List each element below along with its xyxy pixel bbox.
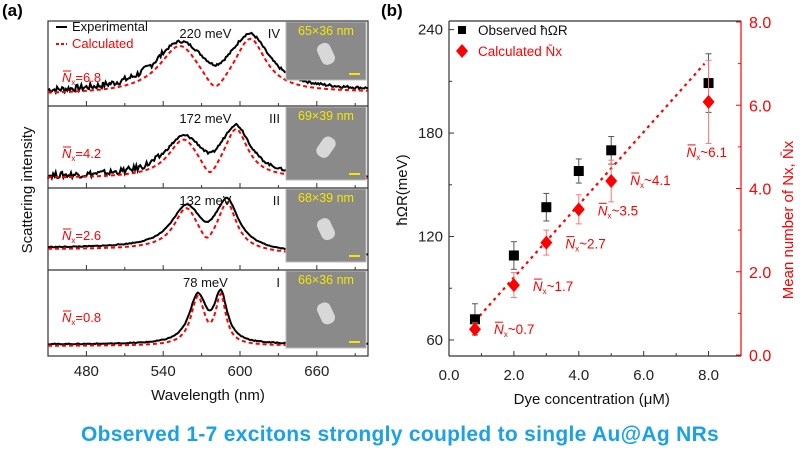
x-axis-label-b: Dye concentration (μM) xyxy=(514,391,670,408)
calculated-spectrum-IV xyxy=(48,37,368,94)
inset-size-label: 66×36 nm xyxy=(298,273,354,287)
x-tick-label: 2.0 xyxy=(503,367,524,384)
nx-label: Nx=2.6 xyxy=(62,228,101,245)
inset-size-label: 65×36 nm xyxy=(298,24,354,38)
x-tick-label: 540 xyxy=(151,363,176,380)
y-axis-label-right: Mean number of Nx, N̄x xyxy=(780,140,797,299)
y-tick-label-left: 180 xyxy=(418,125,443,142)
nx-point-label: Nx~3.5 xyxy=(598,203,638,220)
splitting-label: 220 meV xyxy=(179,26,231,41)
nanorod-particle xyxy=(316,302,336,325)
calculated-diamond-marker xyxy=(702,94,715,109)
nx-point-label: Nx~6.1 xyxy=(687,145,727,162)
splitting-label: 132 meV xyxy=(179,193,231,208)
legend-label-experimental: Experimental xyxy=(72,19,148,34)
nx-point-label: Nx~0.7 xyxy=(494,322,534,339)
x-tick-label: 6.0 xyxy=(633,367,654,384)
y-axis-label-left: ħΩR(meV) xyxy=(394,154,411,225)
x-axis-label-a: Wavelength (nm) xyxy=(151,387,265,404)
x-tick-label: 0.0 xyxy=(439,367,460,384)
panel-b: (b) 0.0 2.0 4.0 6.0 8.0 Dye concentration (μM)… xyxy=(381,1,797,408)
nanorod-particle xyxy=(316,136,336,158)
calculated-diamond-marker xyxy=(605,174,618,189)
observed-square-marker xyxy=(508,250,519,261)
linear-fit-line xyxy=(474,62,706,322)
experimental-spectrum-IV xyxy=(47,31,369,96)
calculated-diamond-marker xyxy=(468,322,481,337)
y-tick-label-left: 240 xyxy=(418,22,443,39)
y-tick-label-right: 2.0 xyxy=(749,265,771,282)
splitting-label: 172 meV xyxy=(179,111,231,126)
observed-square-marker xyxy=(606,145,617,156)
legend-marker-calculated xyxy=(456,44,468,58)
sem-inset-image xyxy=(285,21,367,81)
panel-label-a: (a) xyxy=(2,1,23,20)
roman-numeral: II xyxy=(273,193,280,208)
calculated-diamond-marker xyxy=(540,235,553,250)
legend-marker-observed xyxy=(458,26,466,34)
y-axis-label-a: Scattering intensity xyxy=(19,126,36,253)
x-tick-label: 4.0 xyxy=(568,367,589,384)
roman-numeral: III xyxy=(269,111,280,126)
y-tick-label-right: 8.0 xyxy=(749,15,771,32)
nx-label: Nx=4.2 xyxy=(62,146,101,163)
roman-numeral: IV xyxy=(268,26,281,41)
y-tick-label-left: 60 xyxy=(426,332,443,349)
x-tick-label: 660 xyxy=(304,363,329,380)
x-tick-label: 8.0 xyxy=(698,367,719,384)
nx-point-label: Nx~2.7 xyxy=(565,237,605,254)
legend-label-observed: Observed ħΩR xyxy=(478,23,568,38)
x-tick-label: 480 xyxy=(74,363,99,380)
calculated-diamond-marker xyxy=(507,278,520,293)
inset-size-label: 69×39 nm xyxy=(298,109,354,123)
splitting-label: 78 meV xyxy=(183,275,228,290)
figure-caption: Observed 1-7 excitons strongly coupled t… xyxy=(80,423,720,446)
y-tick-label-right: 6.0 xyxy=(749,98,771,115)
x-tick-label: 600 xyxy=(227,363,252,380)
panel-a: (a) 480 540 600 660 Wavelength (nm) Scattering… xyxy=(2,1,369,404)
roman-numeral: I xyxy=(276,275,280,290)
calculated-diamond-marker xyxy=(572,202,585,217)
nx-label: Nx=0.8 xyxy=(62,310,101,327)
nx-point-label: Nx~1.7 xyxy=(533,279,573,296)
y-tick-label-right: 0.0 xyxy=(749,348,771,365)
legend-label-calculated: Calculated N̄x xyxy=(478,44,562,59)
observed-square-marker xyxy=(573,166,584,176)
sem-inset-image xyxy=(285,188,367,263)
nx-point-label: Nx~4.1 xyxy=(630,173,670,190)
y-tick-label-left: 120 xyxy=(418,229,443,246)
observed-square-marker xyxy=(541,202,552,213)
nanorod-particle xyxy=(316,42,336,65)
legend-label-calculated: Calculated xyxy=(72,36,133,51)
panel-label-b: (b) xyxy=(381,1,403,20)
y-tick-label-right: 4.0 xyxy=(749,182,771,199)
inset-size-label: 68×39 nm xyxy=(298,191,354,205)
observed-square-marker xyxy=(469,314,480,325)
nanorod-particle xyxy=(316,218,336,241)
nx-label: Nx=6.8 xyxy=(62,70,101,87)
